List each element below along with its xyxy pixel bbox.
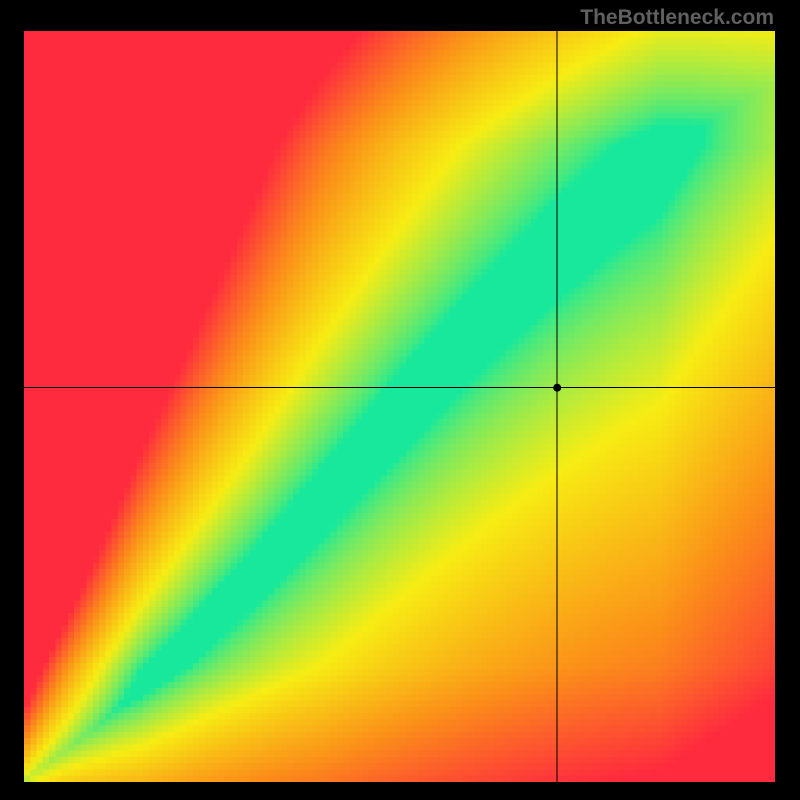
chart-container: TheBottleneck.com — [0, 0, 800, 800]
watermark-text: TheBottleneck.com — [580, 6, 774, 30]
heatmap-canvas — [24, 31, 775, 782]
